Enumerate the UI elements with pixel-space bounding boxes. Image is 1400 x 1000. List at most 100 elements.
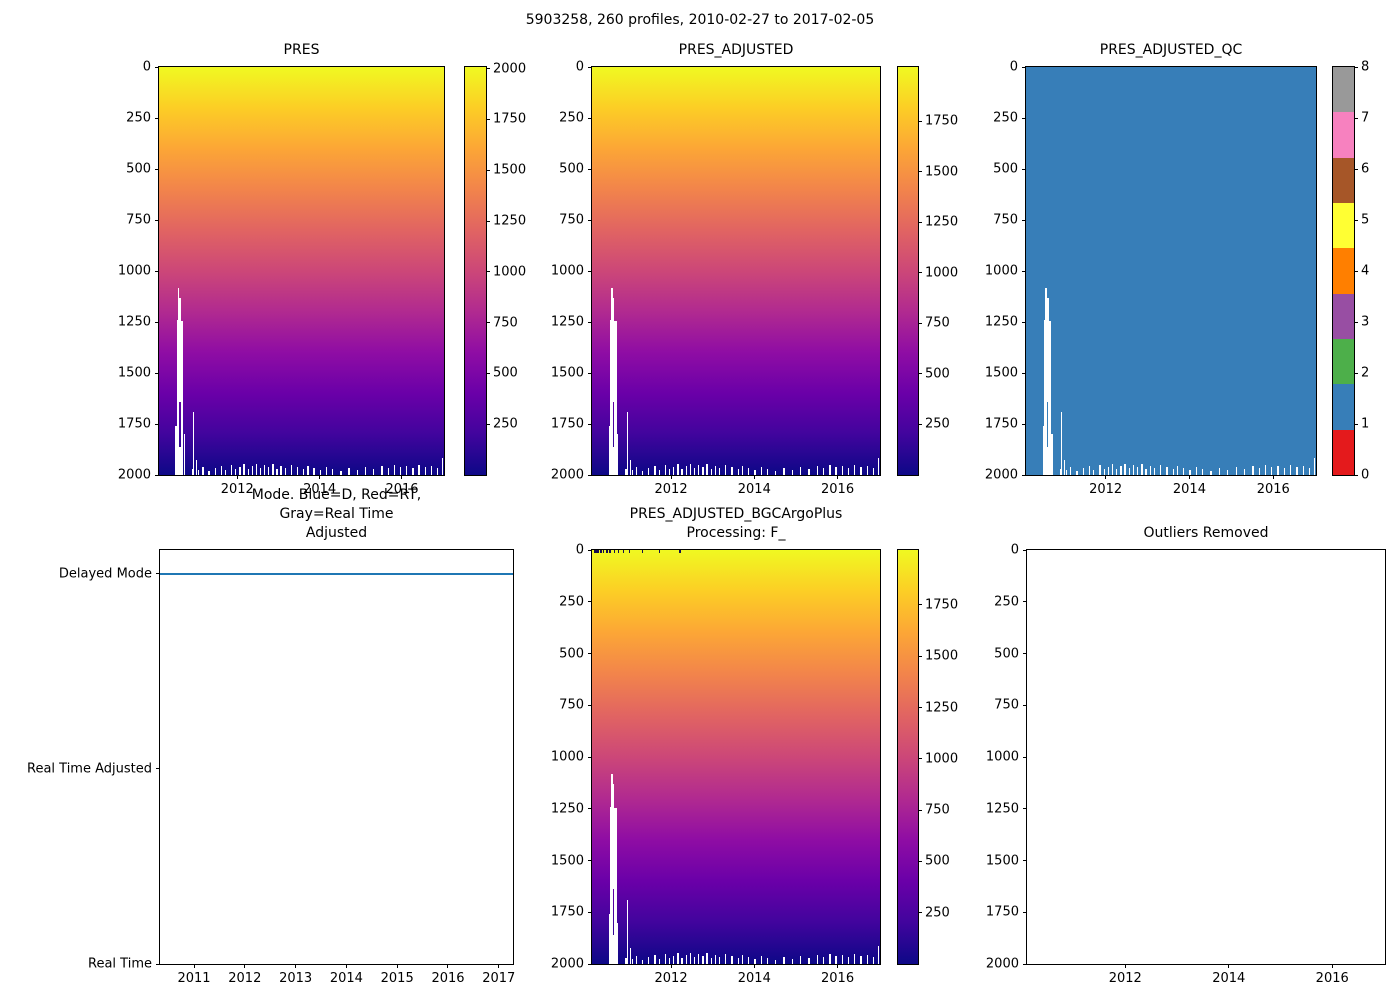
shallow-data-mark [594,550,597,553]
x-tick-label: 2012 [1108,971,1142,986]
x-tick-label: 2014 [737,482,771,497]
missing-data-tick [658,958,660,964]
pres-plot-area [159,67,444,475]
colorbar-tick-label: 1 [1361,416,1370,432]
missing-data-tick [1258,467,1260,475]
missing-data-tick [673,466,675,475]
colorbar-tick-mark [486,68,490,70]
missing-data-tick [1088,465,1091,475]
missing-data-tick [710,468,712,475]
missing-data-tick [381,465,383,475]
y-tick-label: 2000 [985,956,1019,972]
missing-data-tick [725,953,727,964]
x-tick-mark [670,475,672,479]
colorbar-tick-mark [486,372,490,374]
y-tick-label: 1000 [550,263,584,279]
y-tick-label: 500 [994,646,1019,661]
x-tick-mark [396,964,398,968]
x-tick-label: 2014 [1172,482,1206,497]
missing-data-tick [387,467,389,475]
y-tick-label: 1250 [550,801,584,817]
y-tick-mark [588,963,592,965]
y-tick-label: 250 [993,110,1018,126]
y-tick-label: 750 [559,212,584,228]
x-tick-label: 2012 [1089,482,1123,497]
missing-data-tick [731,955,733,964]
x-tick-mark [1105,475,1107,479]
missing-data-tick [877,946,880,964]
missing-data-tick [641,959,644,964]
missing-data-tick [1302,465,1304,475]
x-tick-label: 2017 [482,971,516,986]
missing-data-tick [319,469,321,475]
y-tick-label: 500 [559,161,584,177]
missing-data-tick [1093,469,1095,475]
missing-data-bar [608,913,610,964]
missing-data-tick [264,464,266,475]
missing-data-bar [193,412,195,475]
missing-data-tick [259,467,262,475]
missing-data-bar [612,784,615,890]
colorbar-tick-label: 1750 [493,111,527,127]
y-tick-mark [155,321,159,323]
y-tick-mark [588,653,592,654]
missing-data-bar [611,773,613,964]
missing-data-tick [1076,470,1078,475]
colorbar-gradient [898,67,918,475]
y-tick-label: 750 [559,697,584,713]
missing-data-tick [677,463,679,475]
missing-data-tick [239,466,241,475]
missing-data-bar [612,446,615,475]
qc-colorbar: 0 1 2 3 4 5 6 7 8 [1332,60,1369,483]
colorbar-tick-label: 500 [925,366,950,382]
outliers-removed-plot: Outliers Removed 2012 2014 2016 0 250 500 750 1… [986,525,1386,986]
missing-data-tick [725,464,727,475]
y-tick-mark [1022,219,1026,221]
colorbar-tick-mark [486,423,490,425]
x-tick-label: 2011 [177,971,211,986]
x-tick-mark [193,964,195,968]
colorbar-tick-mark [486,118,490,120]
shallow-data-mark [609,550,611,553]
missing-data-tick [860,466,862,475]
colorbar-tick-mark [1354,423,1358,425]
missing-data-tick [177,467,179,475]
x-tick-label: 2014 [1212,971,1246,986]
colorbar-tick-mark [918,272,922,274]
x-tick-mark [1228,964,1230,968]
mode-plot-area [160,550,513,964]
y-tick-mark [588,756,592,758]
colorbar-tick-label: 1000 [925,751,959,767]
pres-adjusted-qc-heatmap: PRES_ADJUSTED_QC 2012 2014 2016 0 250 500 750 1… [985,42,1317,497]
missing-data-tick [1137,466,1139,475]
colorbar-gradient [1333,67,1354,475]
missing-data-tick [714,465,717,475]
missing-data-tick [872,467,875,475]
missing-data-tick [208,470,210,475]
missing-data-tick [1313,457,1316,475]
missing-data-tick [816,465,819,475]
x-tick-label: 2012 [654,482,688,497]
missing-data-tick [658,469,660,475]
missing-data-tick [220,465,223,475]
colorbar-tick-label: 1500 [493,162,527,178]
colorbar-tick-mark [918,221,922,223]
x-tick-mark [401,475,403,479]
shallow-data-mark [600,550,602,553]
colorbar-tick-label: 1250 [925,700,959,716]
x-tick-mark [498,964,500,968]
y-tick-label: 250 [994,594,1019,610]
y-tick-label: 250 [559,110,584,126]
missing-data-tick [418,464,420,475]
missing-data-tick [718,956,721,964]
missing-data-tick [1153,467,1156,475]
missing-data-tick [251,465,253,475]
y-tick-mark [588,66,592,68]
y-tick-label: 1250 [985,801,1019,817]
y-tick-mark [155,423,159,425]
missing-data-tick [272,463,274,475]
y-tick-label: 1750 [117,416,151,432]
x-tick-label: 2014 [329,971,363,986]
x-tick-mark [1188,475,1190,479]
y-tick-label: 1000 [117,263,151,279]
